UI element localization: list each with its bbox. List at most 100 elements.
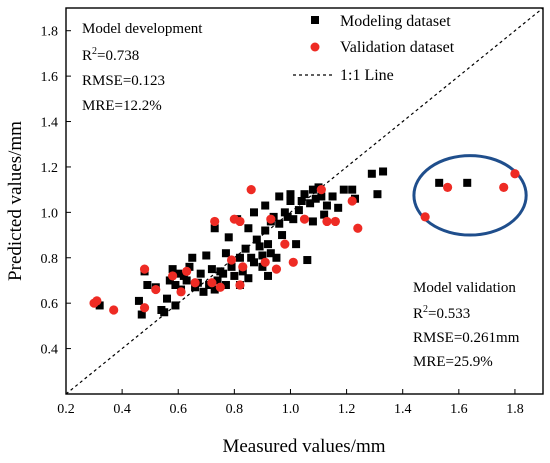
modeling-point (292, 240, 301, 249)
modeling-point (275, 219, 284, 228)
validation-point (190, 278, 200, 288)
validation-point (182, 266, 192, 276)
validation-point (322, 216, 332, 227)
development-title: Model development (82, 21, 203, 37)
modeling-point (320, 210, 329, 219)
y-tick-label: 1.8 (41, 25, 59, 40)
modeling-point (171, 281, 180, 290)
x-tick-label: 1.0 (282, 402, 300, 417)
validation-point (443, 182, 453, 192)
modeling-point (255, 242, 264, 251)
validation-rmse: RMSE=0.261mm (413, 330, 520, 346)
modeling-point (213, 276, 222, 285)
modeling-point (143, 281, 152, 290)
x-tick-label: 0.2 (57, 402, 75, 417)
modeling-point (308, 217, 317, 226)
validation-point (226, 255, 237, 265)
modeling-point (322, 201, 331, 210)
y-tick-label: 0.4 (41, 343, 59, 358)
modeling-point (261, 226, 270, 235)
validation-point (499, 182, 509, 192)
validation-point (207, 278, 217, 288)
modeling-point (306, 199, 315, 208)
modeling-point (221, 281, 230, 290)
modeling-point (219, 269, 228, 278)
validation-annotation: Model validation R2=0.533 RMSE=0.261mm M… (413, 280, 520, 370)
legend-label-modeling: Modeling dataset (340, 13, 451, 30)
y-tick-label: 0.8 (41, 252, 59, 267)
validation-point (280, 239, 290, 249)
modeling-point (278, 231, 287, 240)
modeling-point (171, 301, 180, 310)
validation-point (176, 287, 186, 297)
modeling-point (179, 271, 188, 280)
modeling-point (168, 265, 177, 274)
validation-point (271, 264, 282, 274)
modeling-point (348, 185, 357, 194)
modeling-point (160, 308, 169, 317)
modeling-point (297, 197, 306, 205)
y-tick-label: 0.6 (41, 297, 59, 312)
modeling-point (210, 285, 219, 294)
modeling-point (300, 190, 309, 199)
legend-label-validation: Validation dataset (340, 39, 455, 56)
ticks-layer: 0.2 0.4 0.6 0.8 1.0 1.2 1.4 1.6 1.8 0.4 0.6 0.8 1.0 1… (41, 25, 524, 417)
modeling-point (339, 185, 348, 194)
modeling-point (328, 192, 337, 201)
modeling-point (165, 276, 174, 285)
modeling-point (188, 253, 197, 262)
modeling-point (241, 244, 250, 253)
modeling-point (227, 262, 236, 271)
modeling-point (264, 271, 273, 280)
development-mre: MRE=12.2% (82, 98, 162, 114)
development-annotation: Model development R2=0.738 RMSE=0.123 MR… (82, 21, 203, 114)
x-tick-label: 0.6 (169, 402, 187, 417)
modeling-point (289, 215, 298, 224)
modeling-point (249, 208, 258, 217)
modeling-point (435, 178, 444, 187)
modeling-point (283, 212, 292, 221)
modeling-point (182, 276, 191, 285)
modeling-point (317, 192, 326, 201)
modeling-point (280, 208, 289, 217)
legend-marker-validation (310, 42, 320, 52)
modeling-point (463, 178, 472, 187)
validation-point (246, 185, 256, 195)
validation-point (139, 303, 150, 313)
modeling-point (134, 296, 143, 305)
validation-points (89, 169, 520, 315)
legend-label-line: 1:1 Line (340, 67, 394, 84)
x-tick-label: 0.4 (113, 402, 131, 417)
modeling-points (95, 167, 472, 319)
plot-frame (65, 7, 544, 395)
modeling-point (244, 224, 253, 233)
modeling-point (210, 224, 219, 233)
x-axis-title: Measured values/mm (222, 436, 385, 457)
x-tick-label: 1.4 (394, 402, 412, 417)
modeling-point (379, 167, 388, 176)
modeling-point (221, 249, 230, 258)
modeling-point (202, 251, 211, 260)
modeling-point (196, 269, 205, 278)
modeling-point (311, 194, 320, 203)
modeling-point (275, 192, 284, 201)
validation-point (109, 305, 119, 315)
y-tick-label: 1.0 (41, 206, 59, 221)
x-tick-label: 0.8 (226, 402, 244, 417)
y-tick-label: 1.6 (41, 70, 59, 85)
validation-point (235, 280, 245, 290)
validation-point (260, 257, 270, 267)
modeling-point (308, 185, 317, 194)
modeling-point (373, 190, 382, 199)
modeling-point (303, 256, 312, 265)
modeling-point (207, 265, 216, 274)
validation-point (353, 223, 363, 233)
modeling-point (367, 169, 376, 178)
legend: Modeling dataset Validation dataset 1:1 … (293, 13, 455, 84)
modeling-point (230, 271, 239, 280)
y-tick-label: 1.4 (41, 116, 59, 131)
modeling-point (249, 258, 258, 267)
development-r2: R2=0.738 (82, 46, 139, 64)
validation-point (215, 282, 225, 292)
